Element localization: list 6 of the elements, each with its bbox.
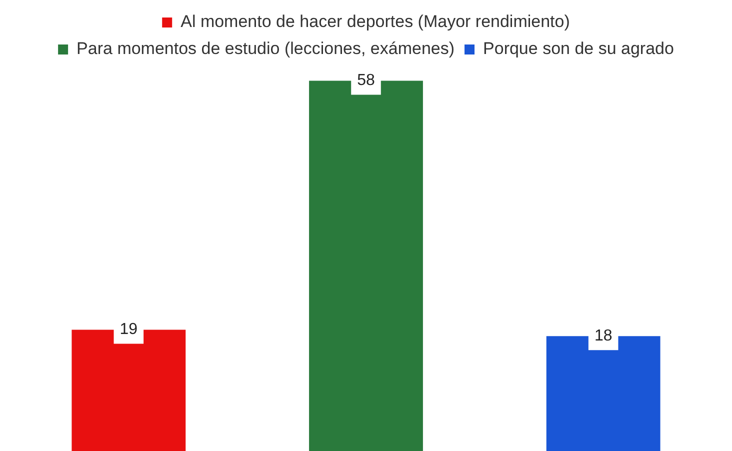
data-label: 58 [357, 72, 375, 90]
legend-label: Porque son de su agrado [483, 39, 674, 58]
data-label: 19 [120, 321, 138, 338]
legend-label: Al momento de hacer deportes (Mayor rendimiento) [180, 12, 570, 32]
data-label: 18 [594, 328, 612, 345]
legend-label: Para momentos de estudio (lecciones, exámenes) [76, 39, 455, 58]
